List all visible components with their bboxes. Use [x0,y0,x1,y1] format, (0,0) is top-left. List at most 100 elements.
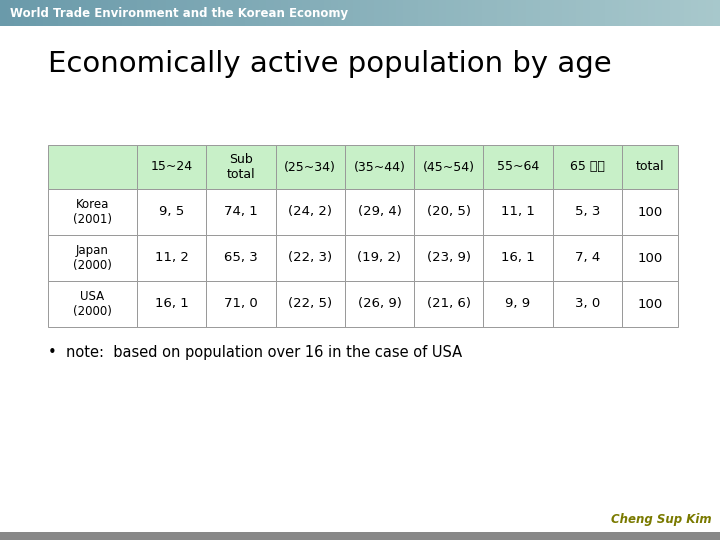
Bar [641,0,649,26]
Text: 71, 0: 71, 0 [224,298,258,310]
Bar [173,0,181,26]
Text: (29, 4): (29, 4) [358,206,402,219]
Bar [396,0,404,26]
Bar [490,0,498,26]
Text: 5, 3: 5, 3 [575,206,600,219]
Bar [151,0,159,26]
Bar [22,0,30,26]
Bar [706,0,714,26]
Bar [158,0,166,26]
Bar [622,189,678,235]
Text: 11, 2: 11, 2 [155,252,189,265]
Bar [483,189,553,235]
Bar [48,189,137,235]
Bar [14,0,22,26]
Bar [137,189,207,235]
Bar [238,0,246,26]
Bar [553,145,622,189]
Bar [345,189,414,235]
Bar [245,0,253,26]
Bar [612,0,620,26]
Bar [338,0,346,26]
Bar [65,0,73,26]
Bar [86,0,94,26]
Bar [345,235,414,281]
Bar [598,0,606,26]
Text: (22, 3): (22, 3) [288,252,333,265]
Bar [662,0,670,26]
Bar [29,0,37,26]
Bar [414,145,483,189]
Bar [425,0,433,26]
Bar [526,0,534,26]
Bar [137,235,207,281]
Bar [626,0,634,26]
Bar [511,0,519,26]
Bar [180,0,188,26]
Text: 100: 100 [637,206,662,219]
Text: Cheng Sup Kim: Cheng Sup Kim [611,513,712,526]
Bar [691,0,699,26]
Bar [562,0,570,26]
Text: (45~54): (45~54) [423,160,474,173]
Text: USA
(2000): USA (2000) [73,290,112,318]
Text: 11, 1: 11, 1 [501,206,535,219]
Bar [108,0,116,26]
Bar [7,0,15,26]
Text: 55~64: 55~64 [497,160,539,173]
Bar [207,145,276,189]
Bar [540,0,548,26]
Text: (26, 9): (26, 9) [358,298,402,310]
Text: (20, 5): (20, 5) [427,206,471,219]
Bar [230,0,238,26]
Bar [0,0,8,26]
Bar [187,0,195,26]
Bar [345,145,414,189]
Bar [475,0,483,26]
Bar [583,0,591,26]
Text: 16, 1: 16, 1 [501,252,535,265]
Bar [276,235,345,281]
Text: 15~24: 15~24 [150,160,193,173]
Bar [410,0,418,26]
Bar [483,281,553,327]
Bar [432,0,440,26]
Bar [497,0,505,26]
Text: •  note:  based on population over 16 in the case of USA: • note: based on population over 16 in t… [48,345,462,360]
Bar [36,0,44,26]
Bar [576,0,584,26]
Bar [482,0,490,26]
Bar [547,0,555,26]
Bar [605,0,613,26]
Bar [331,0,339,26]
Bar [266,0,274,26]
Bar [619,0,627,26]
Bar [317,0,325,26]
Bar [48,281,137,327]
Bar [622,235,678,281]
Bar [382,0,390,26]
Bar [79,0,87,26]
Text: 9, 9: 9, 9 [505,298,531,310]
Bar [101,0,109,26]
Text: (19, 2): (19, 2) [358,252,402,265]
Bar [655,0,663,26]
Bar [360,0,368,26]
Bar [684,0,692,26]
Bar [295,0,303,26]
Text: (25~34): (25~34) [284,160,336,173]
Bar [622,145,678,189]
Text: 16, 1: 16, 1 [155,298,189,310]
Bar [94,0,102,26]
Bar [483,235,553,281]
Text: 7, 4: 7, 4 [575,252,600,265]
Bar [670,0,678,26]
Bar [43,0,51,26]
Bar [446,0,454,26]
Bar [403,0,411,26]
Bar [414,281,483,327]
Text: (22, 5): (22, 5) [288,298,333,310]
Bar [533,0,541,26]
Bar [590,0,598,26]
Text: 3, 0: 3, 0 [575,298,600,310]
